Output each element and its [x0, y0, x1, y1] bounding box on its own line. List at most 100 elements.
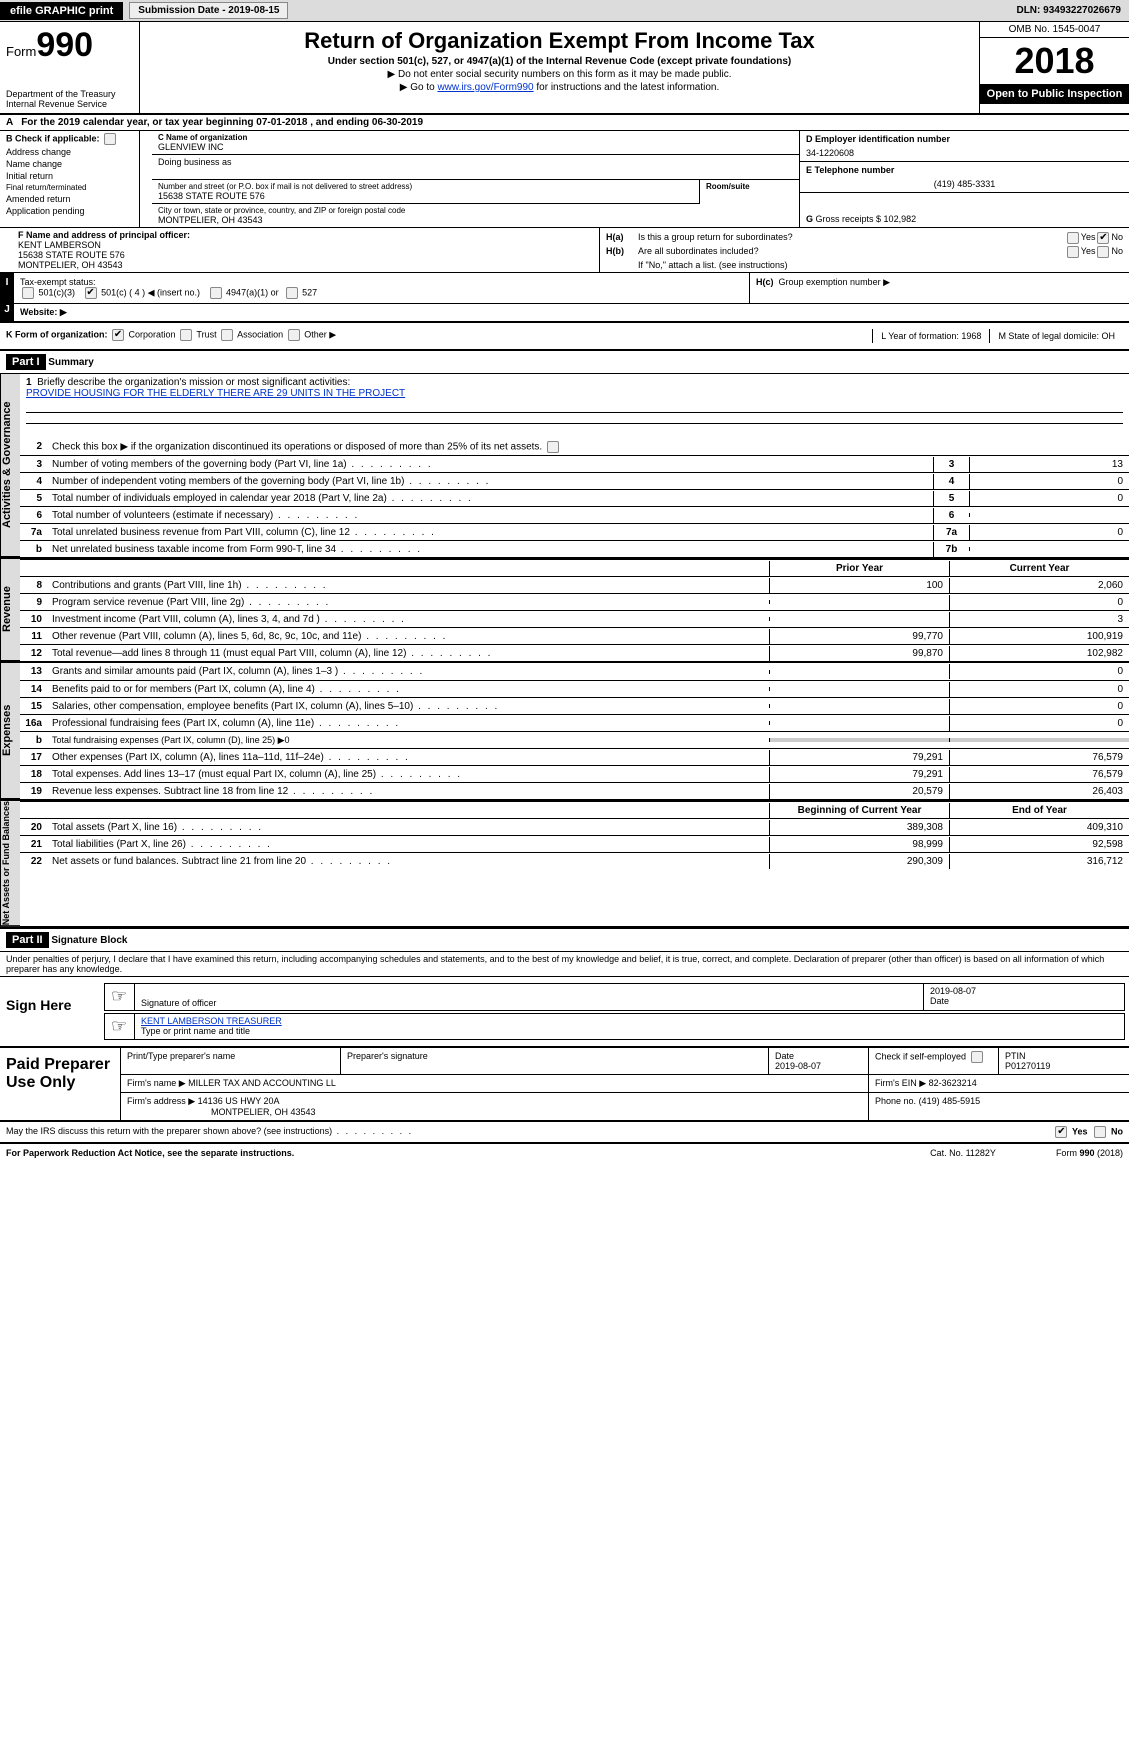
val — [969, 513, 1129, 517]
section-i: Tax-exempt status: 501(c)(3) 501(c) ( 4 … — [14, 273, 749, 303]
sign-arrow-2: ☞ — [105, 1014, 135, 1039]
hb-txt: Are all subordinates included? — [638, 246, 1065, 256]
officer-name: KENT LAMBERSON — [18, 240, 593, 250]
lbl: Total assets (Part X, line 16) — [48, 820, 769, 835]
ein-lbl2: Firm's EIN ▶ — [875, 1078, 926, 1088]
val: 0 — [969, 525, 1129, 540]
chk-corp[interactable] — [112, 329, 124, 341]
gross-box: G Gross receipts $ 102,982 — [800, 193, 1129, 227]
chk-trust[interactable] — [180, 329, 192, 341]
governance-tab: Activities & Governance — [0, 374, 20, 557]
curr: 0 — [949, 716, 1129, 731]
paid-label: Paid Preparer Use Only — [0, 1048, 120, 1120]
note-link: ▶ Go to www.irs.gov/Form990 for instruct… — [146, 82, 973, 93]
ha-no-check[interactable] — [1097, 232, 1109, 244]
chk-501c3[interactable] — [22, 287, 34, 299]
form-footer: Form 990 (2018) — [1056, 1148, 1123, 1158]
expenses-body: 13 Grants and similar amounts paid (Part… — [20, 663, 1129, 799]
mission-line-3 — [26, 427, 1123, 435]
k-row: K Form of organization: Corporation Trus… — [0, 323, 1129, 351]
city-lbl: City or town, state or province, country… — [158, 206, 793, 215]
ha-txt: Is this a group return for subordinates? — [638, 232, 1065, 242]
col: 7a — [933, 525, 969, 540]
prior — [769, 687, 949, 691]
l2-check[interactable] — [547, 441, 559, 453]
pt-row-3: Firm's address ▶ 14136 US HWY 20A MONTPE… — [121, 1093, 1129, 1120]
check-applicable[interactable] — [104, 133, 116, 145]
part1-title-row: Part I Summary — [0, 351, 1129, 374]
efile-button[interactable]: efile GRAPHIC print — [0, 2, 123, 20]
section-f: F Name and address of principal officer:… — [0, 228, 600, 272]
f-lbl: F Name and address of principal officer: — [18, 230, 593, 240]
street-val: 15638 STATE ROUTE 576 — [158, 191, 693, 201]
discuss-no-check[interactable] — [1094, 1126, 1106, 1138]
lbl: Net assets or fund balances. Subtract li… — [48, 854, 769, 869]
chk-assoc[interactable] — [221, 329, 233, 341]
prior — [769, 617, 949, 621]
form-subtitle: Under section 501(c), 527, or 4947(a)(1)… — [146, 56, 973, 67]
exp-row-19: 19 Revenue less expenses. Subtract line … — [20, 782, 1129, 799]
num: 18 — [20, 769, 48, 780]
num: 4 — [20, 476, 48, 487]
expenses-section: Expenses 13 Grants and similar amounts p… — [0, 661, 1129, 799]
ha-yes-check[interactable] — [1067, 232, 1079, 244]
self-emp-check[interactable] — [971, 1051, 983, 1063]
room-suite: Room/suite — [699, 180, 799, 204]
prep-date-lbl: Date — [775, 1051, 794, 1061]
header-center: Return of Organization Exempt From Incom… — [140, 22, 979, 113]
form-num: 990 — [36, 26, 93, 64]
lbl: Other expenses (Part IX, column (A), lin… — [48, 750, 769, 765]
num: 21 — [20, 839, 48, 850]
ha-yes: Yes — [1081, 232, 1096, 242]
prior: 79,291 — [769, 750, 949, 765]
street-lbl: Number and street (or P.O. box if mail i… — [158, 182, 693, 191]
firm-addr-lbl: Firm's address ▶ — [127, 1096, 195, 1106]
chk-527[interactable] — [286, 287, 298, 299]
chk-501c[interactable] — [85, 287, 97, 299]
num: 9 — [20, 597, 48, 608]
opt-527: 527 — [302, 287, 317, 297]
b-item-3: Final return/terminated — [6, 183, 86, 192]
line-2: 2 Check this box ▶ if the organization d… — [20, 438, 1129, 455]
revenue-body: Prior Year Current Year 8 Contributions … — [20, 559, 1129, 661]
lbl: Contributions and grants (Part VIII, lin… — [48, 578, 769, 593]
ptin-lbl: PTIN — [1005, 1051, 1026, 1061]
hb-yes-check[interactable] — [1067, 246, 1079, 258]
discuss-yes-check[interactable] — [1055, 1126, 1067, 1138]
paperwork-notice: For Paperwork Reduction Act Notice, see … — [6, 1148, 294, 1158]
hb-lbl: H(b) — [606, 246, 638, 256]
chk-initial: Initial return — [6, 171, 133, 181]
curr: 76,579 — [949, 750, 1129, 765]
l2-txt: Check this box ▶ if the organization dis… — [52, 441, 542, 452]
num: 5 — [20, 493, 48, 504]
signer-name-lbl: Type or print name and title — [141, 1026, 250, 1036]
b-item-5: Application pending — [6, 206, 85, 216]
boy-hdr: Beginning of Current Year — [769, 803, 949, 818]
gov-row-5: 5 Total number of individuals employed i… — [20, 489, 1129, 506]
prior: 79,291 — [769, 767, 949, 782]
part1-badge: Part I — [6, 354, 46, 370]
hb-no: No — [1111, 246, 1123, 256]
sig-name: KENT LAMBERSON TREASURER Type or print n… — [135, 1014, 1124, 1039]
dept-treasury: Department of the Treasury — [6, 89, 133, 99]
exp-row-17: 17 Other expenses (Part IX, column (A), … — [20, 748, 1129, 765]
section-c: C Name of organization GLENVIEW INC Doin… — [140, 131, 799, 227]
b-item-2: Initial return — [6, 171, 53, 181]
part1-title: Summary — [48, 357, 94, 368]
hb-yes: Yes — [1081, 246, 1096, 256]
opt-501c: 501(c) ( 4 ) ◀ (insert no.) — [101, 287, 200, 297]
na-row-20: 20 Total assets (Part X, line 16) 389,30… — [20, 818, 1129, 835]
tax-year: 2018 — [980, 38, 1129, 84]
rev-row-12: 12 Total revenue—add lines 8 through 11 … — [20, 644, 1129, 661]
hb-no-check[interactable] — [1097, 246, 1109, 258]
prep-name: Print/Type preparer's name — [121, 1048, 341, 1074]
firm-phone: Phone no. (419) 485-5915 — [869, 1093, 1129, 1120]
irs-link[interactable]: www.irs.gov/Form990 — [437, 82, 533, 93]
ein-lbl: D Employer identification number — [806, 134, 1123, 144]
curr: 3 — [949, 612, 1129, 627]
chk-4947[interactable] — [210, 287, 222, 299]
curr: 316,712 — [949, 854, 1129, 869]
city-box: City or town, state or province, country… — [152, 204, 799, 227]
b-item-1: Name change — [6, 159, 62, 169]
chk-other[interactable] — [288, 329, 300, 341]
